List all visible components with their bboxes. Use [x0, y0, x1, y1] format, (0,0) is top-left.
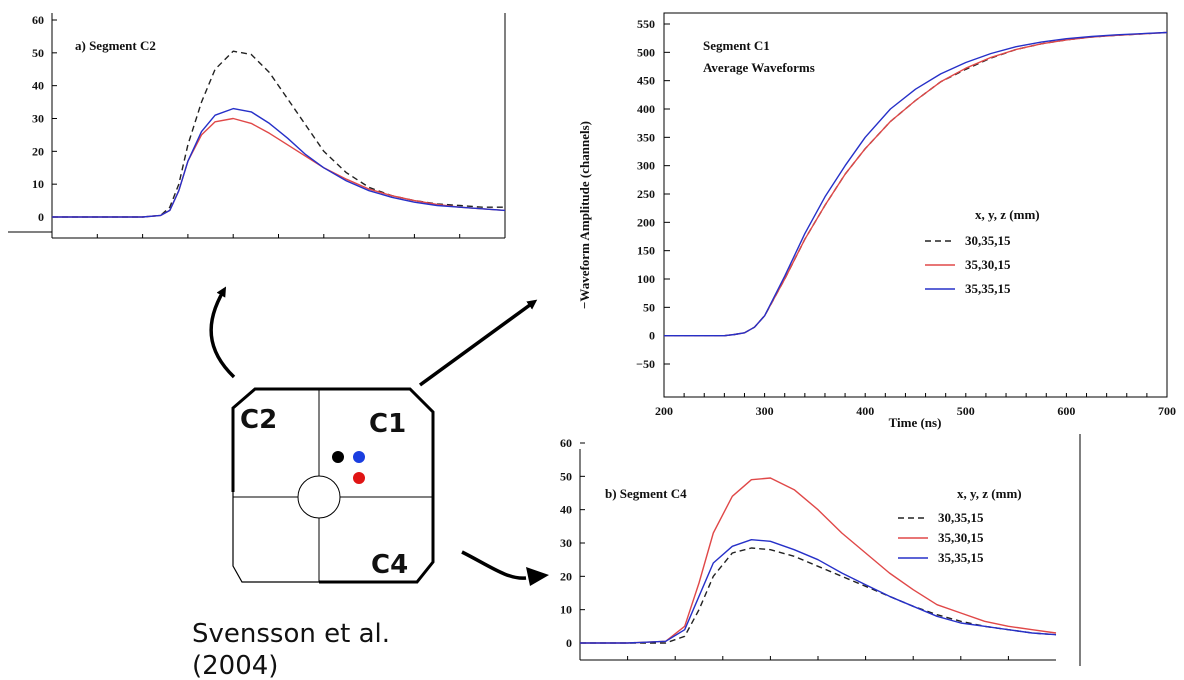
segment-label-c1: C1 — [369, 409, 406, 439]
segment-label-c4: C4 — [371, 550, 408, 580]
y-tick-label: 500 — [637, 45, 655, 59]
x-tick-label: 400 — [856, 404, 874, 418]
y-tick-label: 10 — [560, 603, 572, 617]
y-ticks: 0 10 20 30 40 50 60 — [32, 13, 57, 224]
y-tick-label: 50 — [560, 469, 572, 483]
chart-panel-a: a) Segment C2 0 10 20 30 40 50 60 — [8, 13, 506, 239]
y-tick-label: 200 — [637, 215, 655, 229]
center-hole — [297, 475, 341, 519]
x-ticks — [627, 656, 1009, 660]
chart-title: a) Segment C2 — [75, 38, 156, 53]
y-ticks: −50 0 50 100 150 200 250 300 350 400 450 500 550 — [636, 17, 670, 371]
y-tick-label: 10 — [32, 177, 44, 191]
legend: 30,35,15 35,30,15 35,35,15 — [898, 510, 984, 565]
arrow-to-c2 — [209, 286, 236, 379]
y-tick-label: −50 — [636, 357, 655, 371]
legend-label: 35,30,15 — [965, 257, 1011, 272]
series-line-30-35-15 — [580, 547, 1057, 644]
y-tick-label: 100 — [637, 272, 655, 286]
y-tick-label: 60 — [32, 13, 44, 27]
y-tick-label: 40 — [32, 79, 44, 93]
series-line-black_dash — [52, 50, 505, 218]
y-tick-label: 0 — [649, 329, 655, 343]
y-tick-label: 50 — [32, 46, 44, 60]
x-tick-label: 200 — [655, 404, 673, 418]
legend-label: 35,30,15 — [938, 530, 984, 545]
series-line-35-35-15 — [580, 539, 1057, 644]
x-ticks: 200 300 400 500 600 700 — [655, 393, 1176, 418]
y-tick-label: 300 — [637, 159, 655, 173]
y-tick-label: 30 — [32, 112, 44, 126]
legend-label: 35,35,15 — [965, 281, 1011, 296]
y-tick-label: 450 — [637, 74, 655, 88]
position-dot-red — [353, 472, 365, 484]
segment-label-c2: C2 — [240, 405, 277, 435]
x-tick-label: 700 — [1158, 404, 1176, 418]
series-lines — [664, 31, 1168, 337]
series-lines — [52, 50, 506, 218]
series-line-blue — [52, 107, 506, 218]
y-tick-label: 350 — [637, 130, 655, 144]
series-line-35-30-15 — [664, 31, 1168, 337]
series-line-30-35-15 — [664, 31, 1168, 337]
c1-boundary — [319, 387, 435, 492]
legend-label: 30,35,15 — [965, 233, 1011, 248]
x-tick-label: 500 — [957, 404, 975, 418]
y-tick-label: 40 — [560, 503, 572, 517]
detector-diagram: C2 C1 C4 Svensson et al. (2004) — [192, 286, 549, 680]
arrow-to-c1 — [418, 299, 538, 387]
y-tick-label: 20 — [32, 144, 44, 158]
y-tick-label: 60 — [560, 436, 572, 450]
legend: 30,35,15 35,30,15 35,35,15 — [925, 233, 1011, 296]
x-ticks — [96, 234, 461, 238]
y-ticks: 0 10 20 30 40 50 60 — [560, 436, 585, 650]
citation-authors: Svensson et al. — [192, 619, 390, 649]
y-tick-label: 250 — [637, 187, 655, 201]
y-axis-label: −Waveform Amplitude (channels) — [577, 121, 592, 309]
y-tick-label: 550 — [637, 17, 655, 31]
series-line-red — [52, 117, 506, 218]
legend-label: 30,35,15 — [938, 510, 984, 525]
x-axis-label: Time (ns) — [889, 415, 942, 430]
y-tick-label: 150 — [637, 244, 655, 258]
y-tick-label: 50 — [643, 300, 655, 314]
x-tick-label: 300 — [756, 404, 774, 418]
series-line-35-35-15 — [664, 31, 1168, 337]
y-tick-label: 0 — [566, 636, 572, 650]
chart-title: Segment C1 — [703, 38, 770, 53]
c4-boundary — [319, 492, 435, 584]
legend-title: x, y, z (mm) — [957, 486, 1022, 501]
plot-frame — [663, 12, 1168, 398]
y-tick-label: 400 — [637, 102, 655, 116]
x-tick-label: 600 — [1057, 404, 1075, 418]
chart-panel-c1: Segment C1 Average Waveforms Time (ns) −… — [577, 12, 1176, 430]
y-tick-label: 30 — [560, 536, 572, 550]
legend-label: 35,35,15 — [938, 550, 984, 565]
arrow-to-c4-shaft — [461, 550, 527, 580]
c2-boundary — [231, 387, 319, 492]
y-tick-label: 0 — [38, 210, 44, 224]
y-tick-label: 20 — [560, 569, 572, 583]
position-dot-black — [332, 451, 344, 463]
position-dot-blue — [353, 451, 365, 463]
chart-title: b) Segment C4 — [605, 486, 687, 501]
legend-title: x, y, z (mm) — [975, 207, 1040, 222]
chart-panel-b: b) Segment C4 x, y, z (mm) 30,35,15 35,30… — [560, 434, 1081, 666]
citation-year: (2004) — [192, 651, 278, 680]
chart-subtitle: Average Waveforms — [703, 60, 815, 75]
series-line-35-30-15 — [580, 477, 1057, 644]
series-lines — [580, 477, 1057, 644]
arrow-to-c4-head — [526, 567, 549, 586]
